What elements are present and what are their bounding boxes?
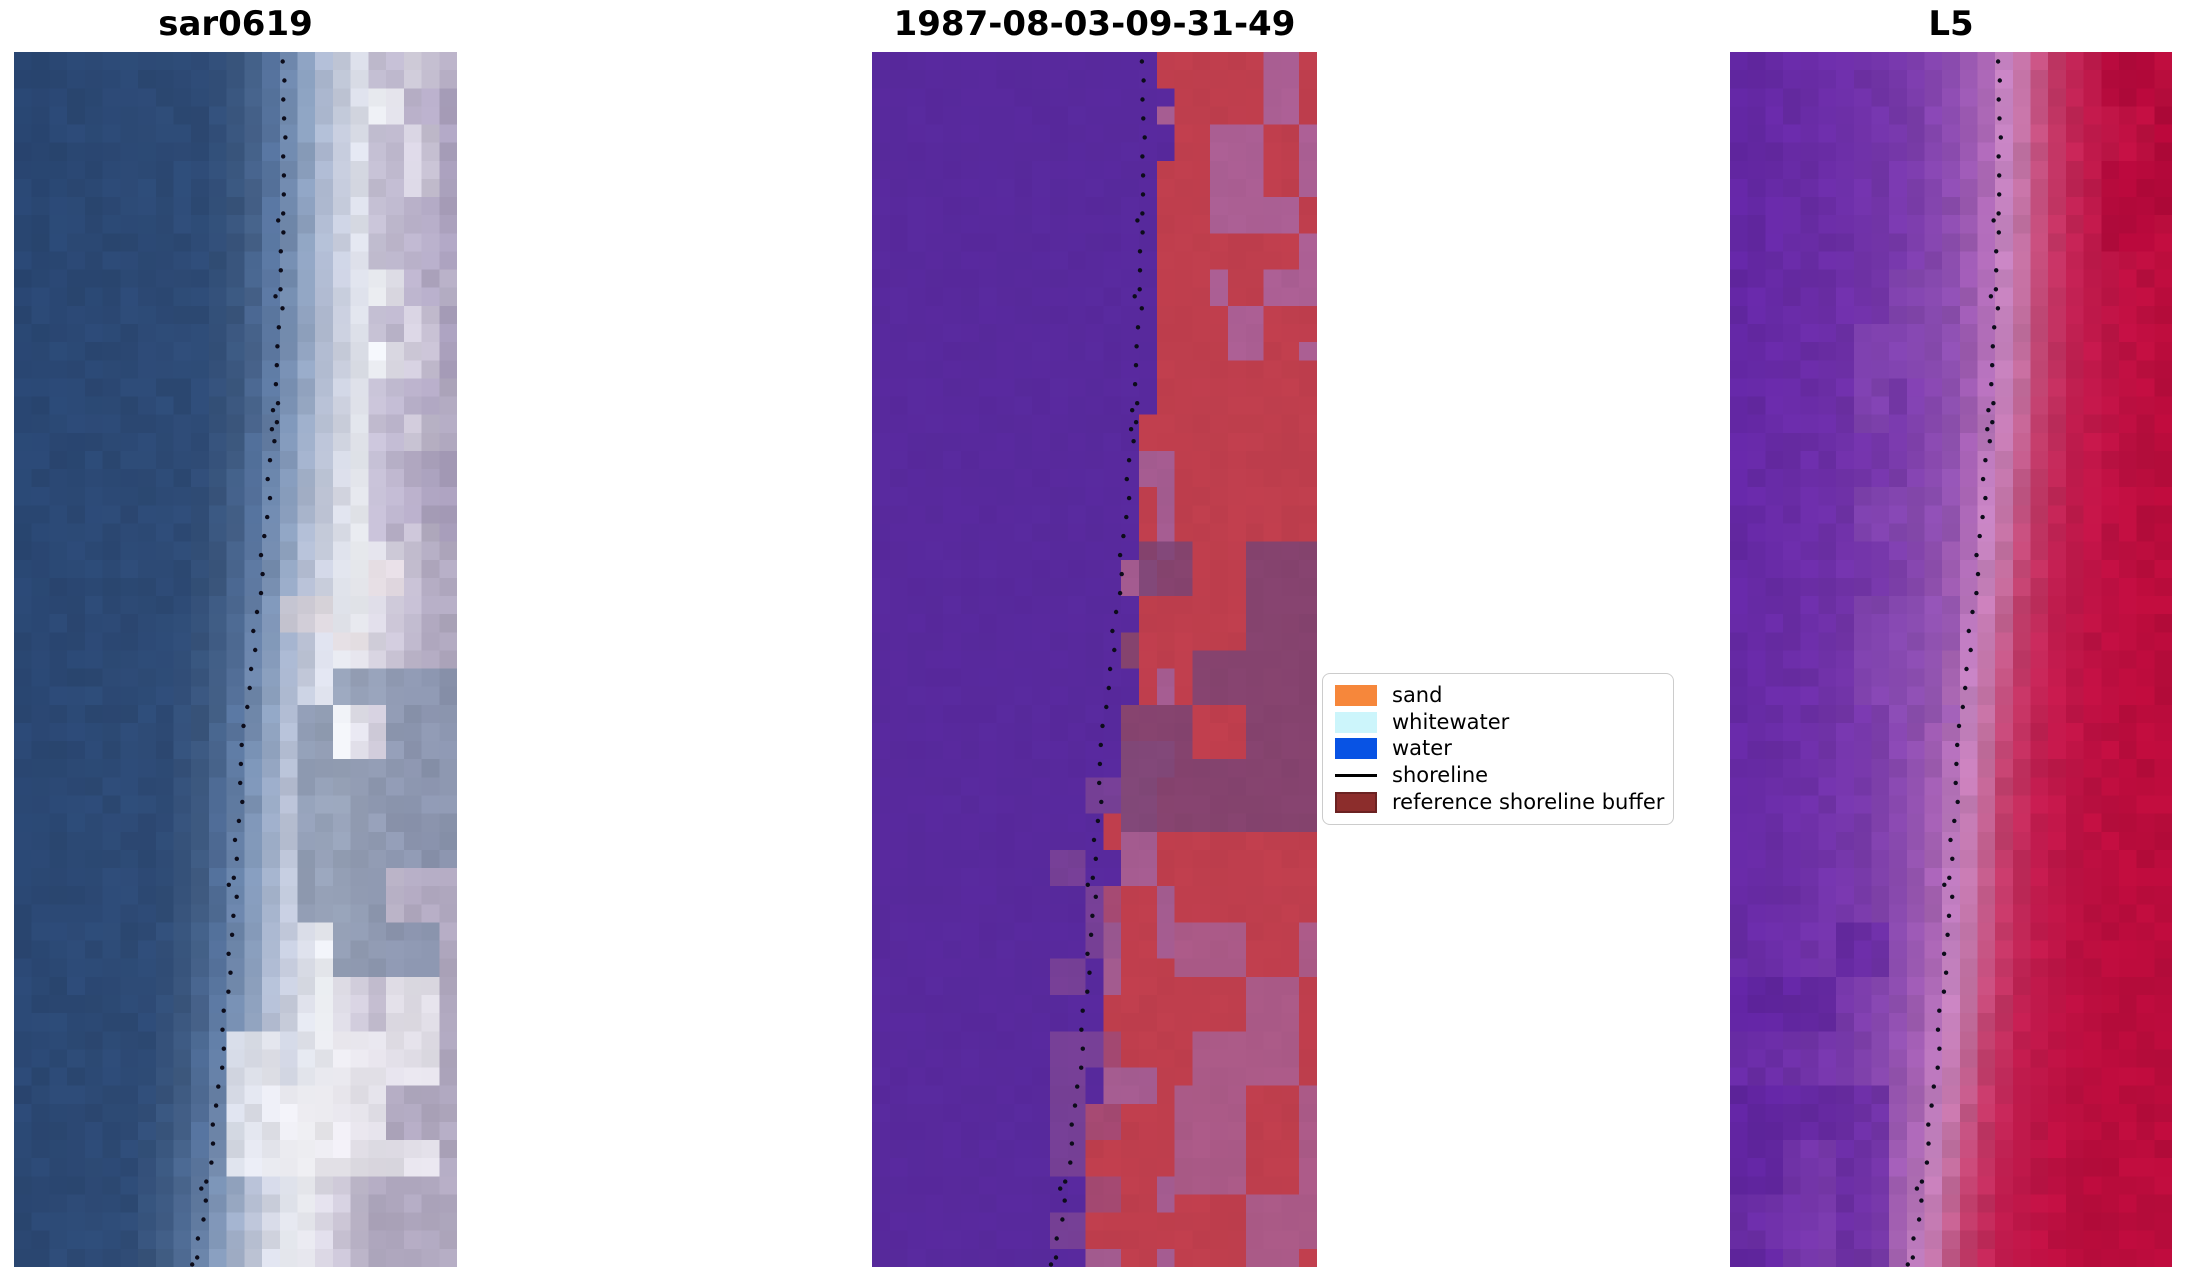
- sar-satellite-image: [14, 52, 457, 1267]
- panel-title-date: 1987-08-03-09-31-49: [893, 4, 1296, 44]
- legend-item-whitewater: whitewater: [1335, 709, 1661, 736]
- legend-item-water: water: [1335, 736, 1661, 763]
- legend-label-whitewater: whitewater: [1392, 709, 1510, 734]
- panel-title-L5: L5: [1928, 4, 1974, 44]
- reference-buffer-swatch: [1335, 792, 1377, 814]
- water-swatch: [1335, 738, 1377, 760]
- whitewater-swatch: [1335, 711, 1377, 733]
- landsat5-image: [1730, 52, 2172, 1267]
- classified-image: [872, 52, 1317, 1267]
- legend: sand whitewater water shoreline referenc…: [1322, 673, 1674, 825]
- panel-L5: L5: [1730, 4, 2172, 1267]
- panel-title-sar0619: sar0619: [158, 4, 313, 44]
- legend-item-reference-buffer: reference shoreline buffer: [1335, 789, 1665, 816]
- panel-classified-image: 1987-08-03-09-31-49: [872, 4, 1317, 1267]
- panel-sar0619: sar0619: [14, 4, 457, 1267]
- legend-label-sand: sand: [1392, 682, 1443, 707]
- shoreline-line-swatch: [1335, 774, 1377, 778]
- legend-label-reference-buffer: reference shoreline buffer: [1392, 790, 1665, 815]
- legend-label-shoreline: shoreline: [1392, 763, 1489, 788]
- legend-item-shoreline: shoreline: [1335, 762, 1661, 789]
- sand-swatch: [1335, 684, 1377, 706]
- legend-item-sand: sand: [1335, 682, 1661, 709]
- legend-label-water: water: [1392, 736, 1452, 761]
